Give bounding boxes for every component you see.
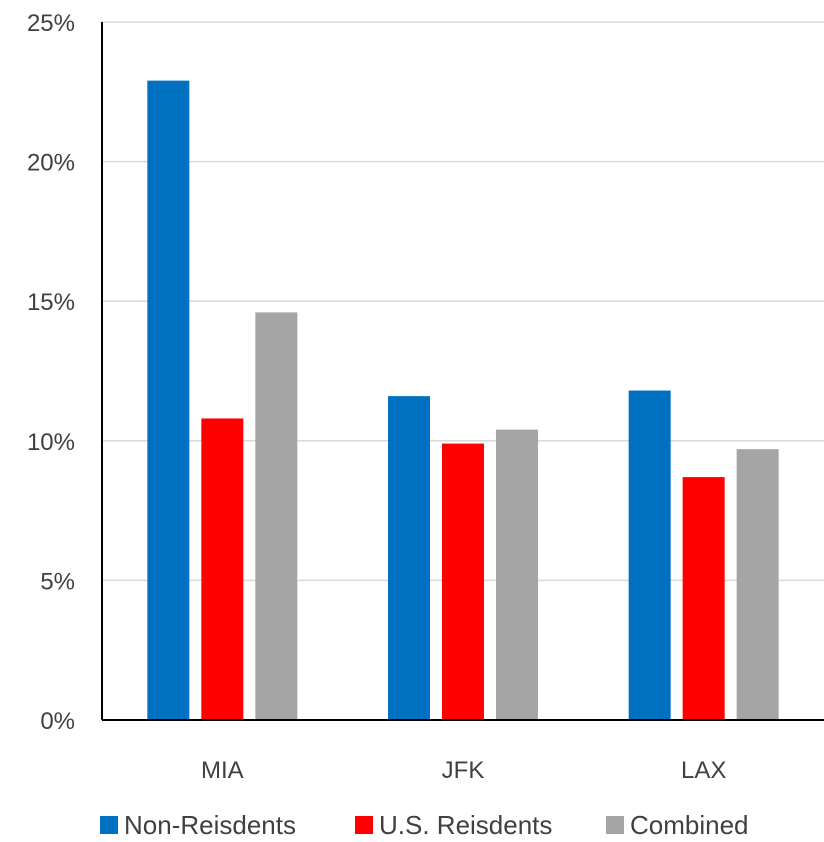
y-tick-label: 20% <box>27 150 75 177</box>
legend-label: Non-Reisdents <box>124 810 296 840</box>
bar <box>201 418 244 720</box>
bar <box>255 312 298 720</box>
bar <box>736 449 779 720</box>
bar <box>496 429 538 720</box>
x-tick-labels: MIA JFK LAX <box>201 757 726 784</box>
x-tick-label: MIA <box>201 757 244 784</box>
bar <box>388 396 430 720</box>
bar <box>628 390 671 720</box>
y-tick-label: 5% <box>40 568 75 595</box>
axes <box>101 22 824 721</box>
legend-label: U.S. Reisdents <box>379 810 552 840</box>
x-tick-label: LAX <box>681 757 726 784</box>
bar <box>147 80 190 720</box>
y-tick-label: 10% <box>27 429 75 456</box>
y-tick-labels: 0% 5% 10% 15% 20% 25% <box>27 10 75 735</box>
y-tick-label: 15% <box>27 289 75 316</box>
legend-swatch <box>355 816 373 834</box>
bar <box>442 443 484 720</box>
legend: Non-Reisdents U.S. Reisdents Combined <box>100 810 749 840</box>
x-tick-label: JFK <box>442 757 485 784</box>
bars <box>147 80 779 720</box>
legend-swatch <box>100 816 118 834</box>
y-tick-label: 0% <box>40 708 75 735</box>
y-tick-label: 25% <box>27 10 75 37</box>
legend-label: Combined <box>630 810 749 840</box>
legend-swatch <box>606 816 624 834</box>
bar <box>682 477 725 720</box>
